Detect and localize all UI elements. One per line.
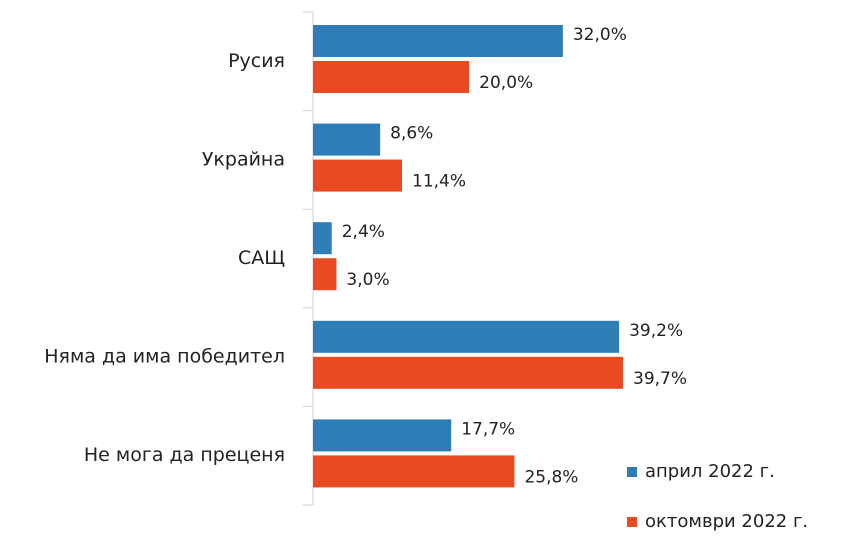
value-label: 8,6% — [390, 124, 433, 144]
bar — [313, 258, 337, 291]
category-label: Русия — [228, 50, 285, 72]
value-label: 39,2% — [629, 321, 683, 341]
bar — [313, 61, 470, 93]
legend-swatch — [627, 517, 637, 527]
bar — [313, 25, 563, 57]
category-label: Не мога да преценя — [84, 444, 285, 466]
value-label: 39,7% — [633, 369, 687, 389]
bar — [313, 222, 332, 255]
bar — [313, 123, 381, 156]
value-label: 11,4% — [412, 172, 466, 192]
value-label: 32,0% — [573, 25, 627, 45]
legend-swatch — [627, 467, 637, 477]
category-label: Няма да има победител — [44, 346, 285, 368]
bar — [313, 455, 515, 488]
legend-label: октомври 2022 г. — [645, 511, 808, 532]
bar — [313, 419, 452, 452]
bar — [313, 159, 403, 192]
category-label: Украйна — [202, 148, 285, 170]
value-label: 20,0% — [479, 73, 533, 93]
value-label: 25,8% — [524, 467, 578, 487]
value-label: 3,0% — [346, 270, 389, 290]
value-label: 2,4% — [342, 222, 385, 242]
category-label: САЩ — [238, 247, 285, 269]
value-label: 17,7% — [461, 419, 515, 439]
bar — [313, 356, 623, 389]
bar — [313, 320, 620, 353]
legend-label: април 2022 г. — [645, 461, 775, 482]
